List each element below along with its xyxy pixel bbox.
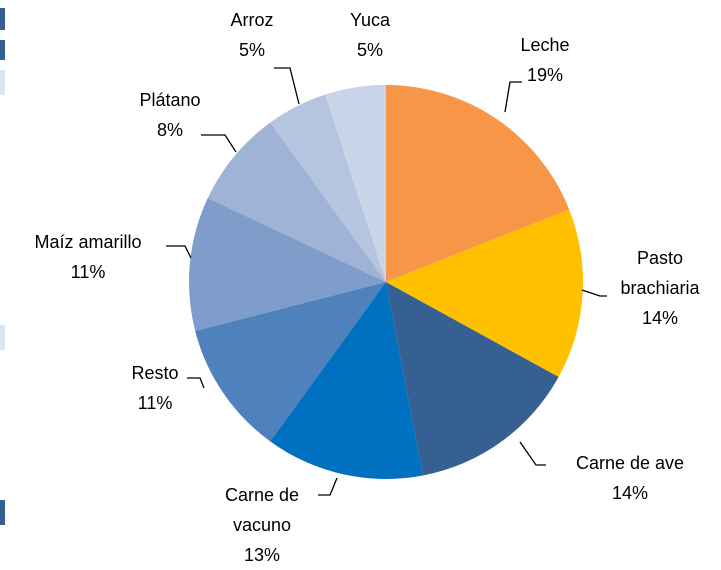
slice [325,85,386,282]
leader-lines [166,67,607,496]
edge-bar [0,325,5,350]
slice [195,282,386,442]
slice-label: Yuca [349,10,391,30]
slice-label: Arroz [230,10,274,30]
slice-value-label: 14% [641,308,679,328]
leader-line [166,245,192,259]
leader-line [187,377,205,389]
slice [386,282,559,476]
slice-value-label: 8% [156,120,183,140]
slice-value-label: 11% [70,262,106,282]
slice-value-label: 14% [611,483,649,503]
slice-label: Carne de vacuno [224,485,300,535]
leader-line [504,81,522,113]
edge-bar [0,8,5,30]
slice-value-label: 19% [526,65,564,85]
slice [270,282,423,479]
leader-line [581,289,607,297]
leader-line [519,441,546,466]
slice-value-label: 5% [238,40,265,60]
slice-label: Carne de ave [575,453,685,473]
edge-bar [0,70,5,95]
leader-line [318,477,338,496]
slice-label: Resto [131,363,179,383]
slice-label: Pasto brachiaria [620,248,700,298]
leader-line [274,67,300,105]
slice-value-label: 11% [137,393,173,413]
slice-value-label: 13% [243,545,281,565]
slice [270,94,386,282]
slice-label: Maíz amarillo [34,232,142,252]
leader-line [201,134,237,153]
edge-bar [0,500,5,525]
slice [386,209,583,377]
slice-label: Plátano [139,90,201,110]
slice [207,122,386,282]
slice [189,198,386,331]
edge-bar [0,40,5,60]
slice-label: Leche [520,35,570,55]
slice-value-label: 5% [356,40,383,60]
slice [386,85,570,282]
